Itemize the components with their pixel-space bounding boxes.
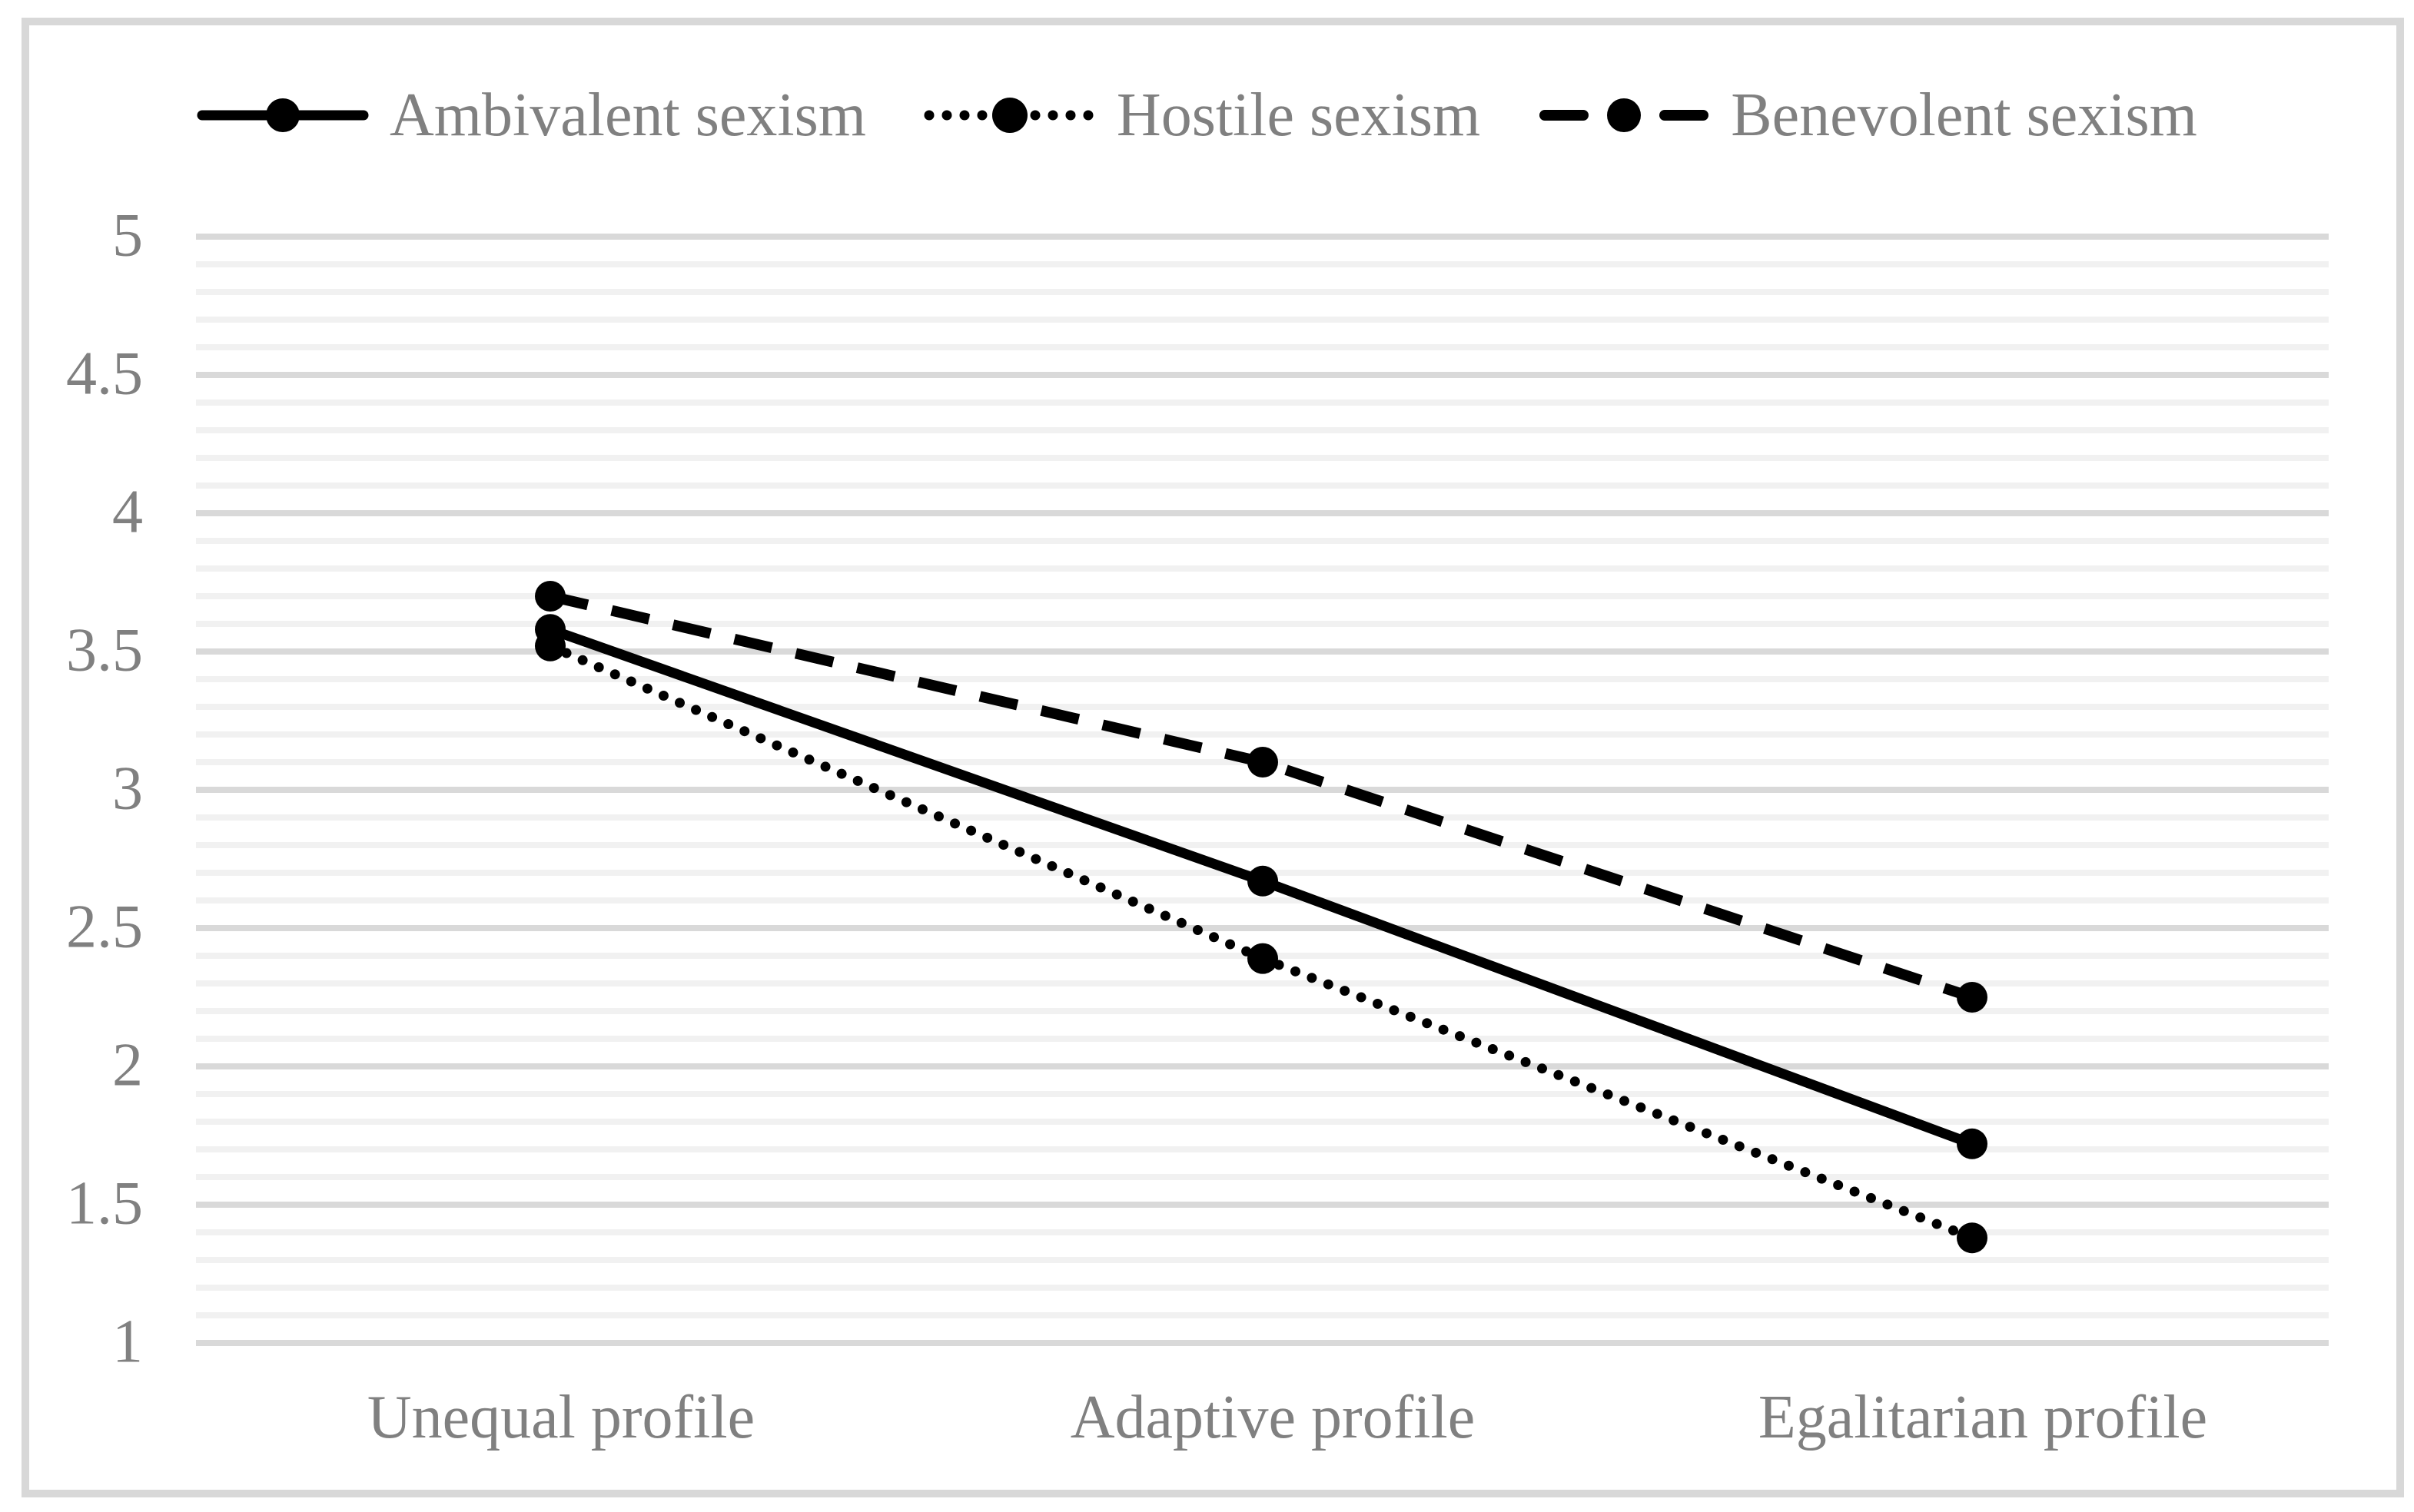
y-tick-label: 1.5 [66,1169,143,1238]
x-tick-label: Adaptive profile [1070,1384,1476,1451]
y-tick-label: 5 [112,201,143,270]
x-tick-label: Unequal profile [367,1384,755,1451]
legend-item-benevolent-sexism: Benevolent sexism [1537,85,2197,146]
dotted-line-marker-icon [924,98,1096,133]
data-point-marker [535,581,566,612]
data-point-marker [535,630,566,662]
legend-label: Hostile sexism [1116,81,1481,149]
y-tick-label: 2 [112,1031,143,1099]
legend: Ambivalent sexism Hostile sexism Benevol… [196,85,2197,146]
y-tick-label: 1 [112,1308,143,1376]
y-tick-label: 4 [112,478,143,546]
y-tick-label: 2.5 [66,893,143,961]
data-point-marker [1957,982,1987,1013]
data-point-marker [1957,1128,1987,1159]
dashed-line-marker-icon [1539,98,1709,132]
data-point-marker [1247,747,1278,778]
legend-label: Ambivalent sexism [390,81,866,149]
data-point-marker [1247,865,1278,897]
y-tick-label: 3 [112,754,143,823]
series-line-dashed [549,591,1974,1003]
y-tick-label: 3.5 [66,616,143,685]
solid-line-marker-icon [197,98,369,132]
data-point-marker [1247,943,1278,974]
legend-label: Benevolent sexism [1731,81,2197,149]
legend-item-ambivalent-sexism: Ambivalent sexism [196,85,866,146]
y-tick-label: 4.5 [66,340,143,408]
data-point-marker [1957,1222,1987,1254]
x-tick-label: Egalitarian profile [1758,1384,2208,1451]
legend-item-hostile-sexism: Hostile sexism [923,85,1480,146]
